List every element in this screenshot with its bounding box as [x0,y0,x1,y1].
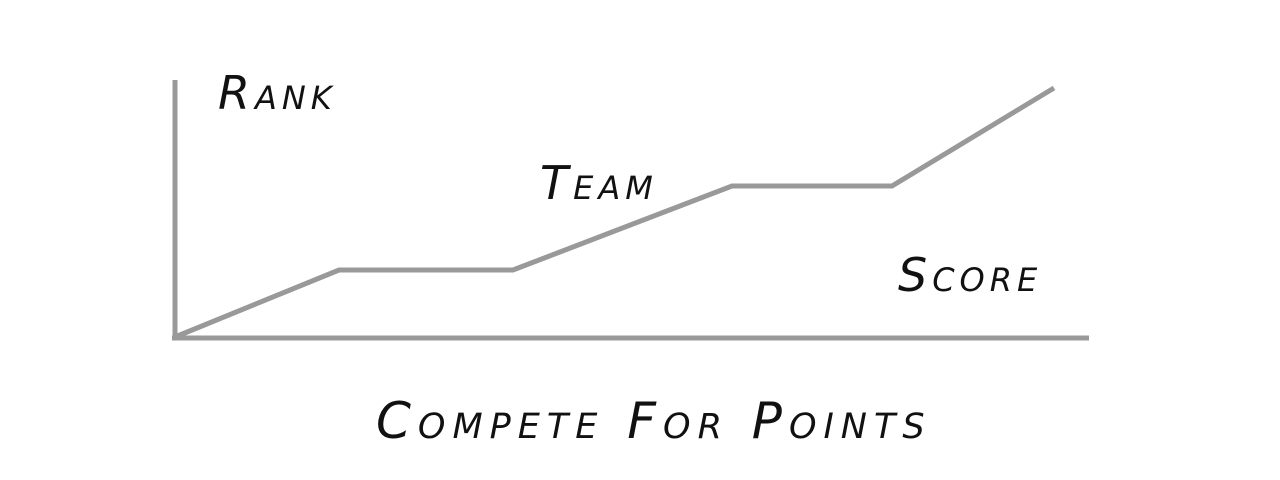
diagram-caption: Compete For Points [376,392,932,450]
rank-label: Rank [218,66,337,120]
trend-line [174,85,1056,340]
score-label: Score [898,248,1043,302]
team-label: Team [540,156,658,210]
